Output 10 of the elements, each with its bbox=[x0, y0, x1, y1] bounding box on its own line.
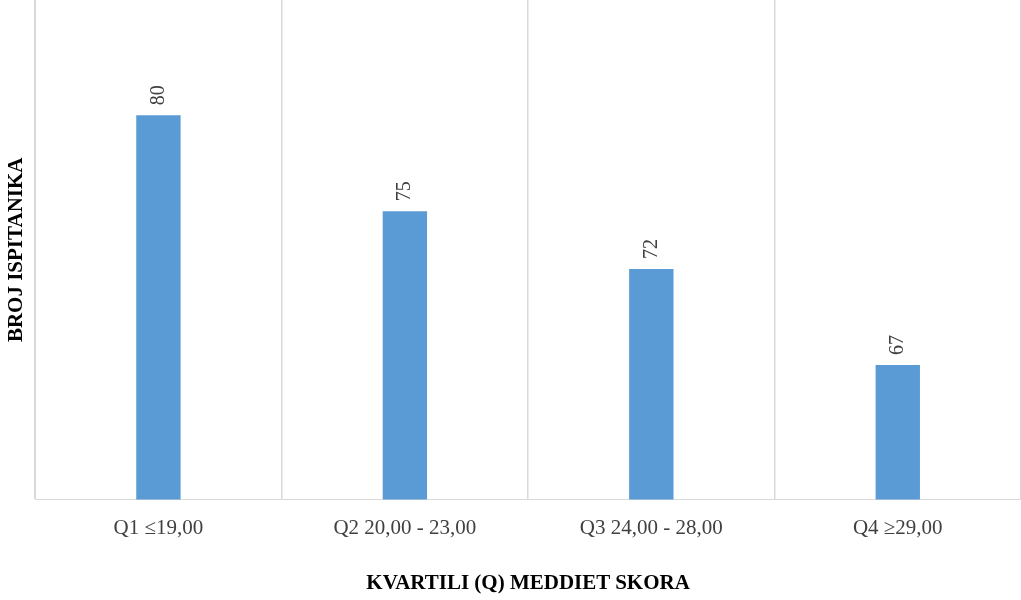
data-label: 72 bbox=[638, 239, 661, 260]
x-tick-label: Q3 24,00 - 28,00 bbox=[579, 514, 723, 539]
data-label: 75 bbox=[392, 181, 415, 202]
x-tick-label: Q4 ≥29,00 bbox=[852, 514, 943, 539]
x-tick-label: Q2 20,00 - 23,00 bbox=[333, 514, 477, 539]
x-tick-label: Q1 ≤19,00 bbox=[113, 514, 204, 539]
y-axis-title: BROJ ISPITANIKA bbox=[3, 156, 28, 343]
x-axis-title: KVARTILI (Q) MEDDIET SKORA bbox=[366, 569, 691, 594]
data-label: 80 bbox=[145, 85, 168, 106]
data-label: 67 bbox=[885, 335, 908, 356]
